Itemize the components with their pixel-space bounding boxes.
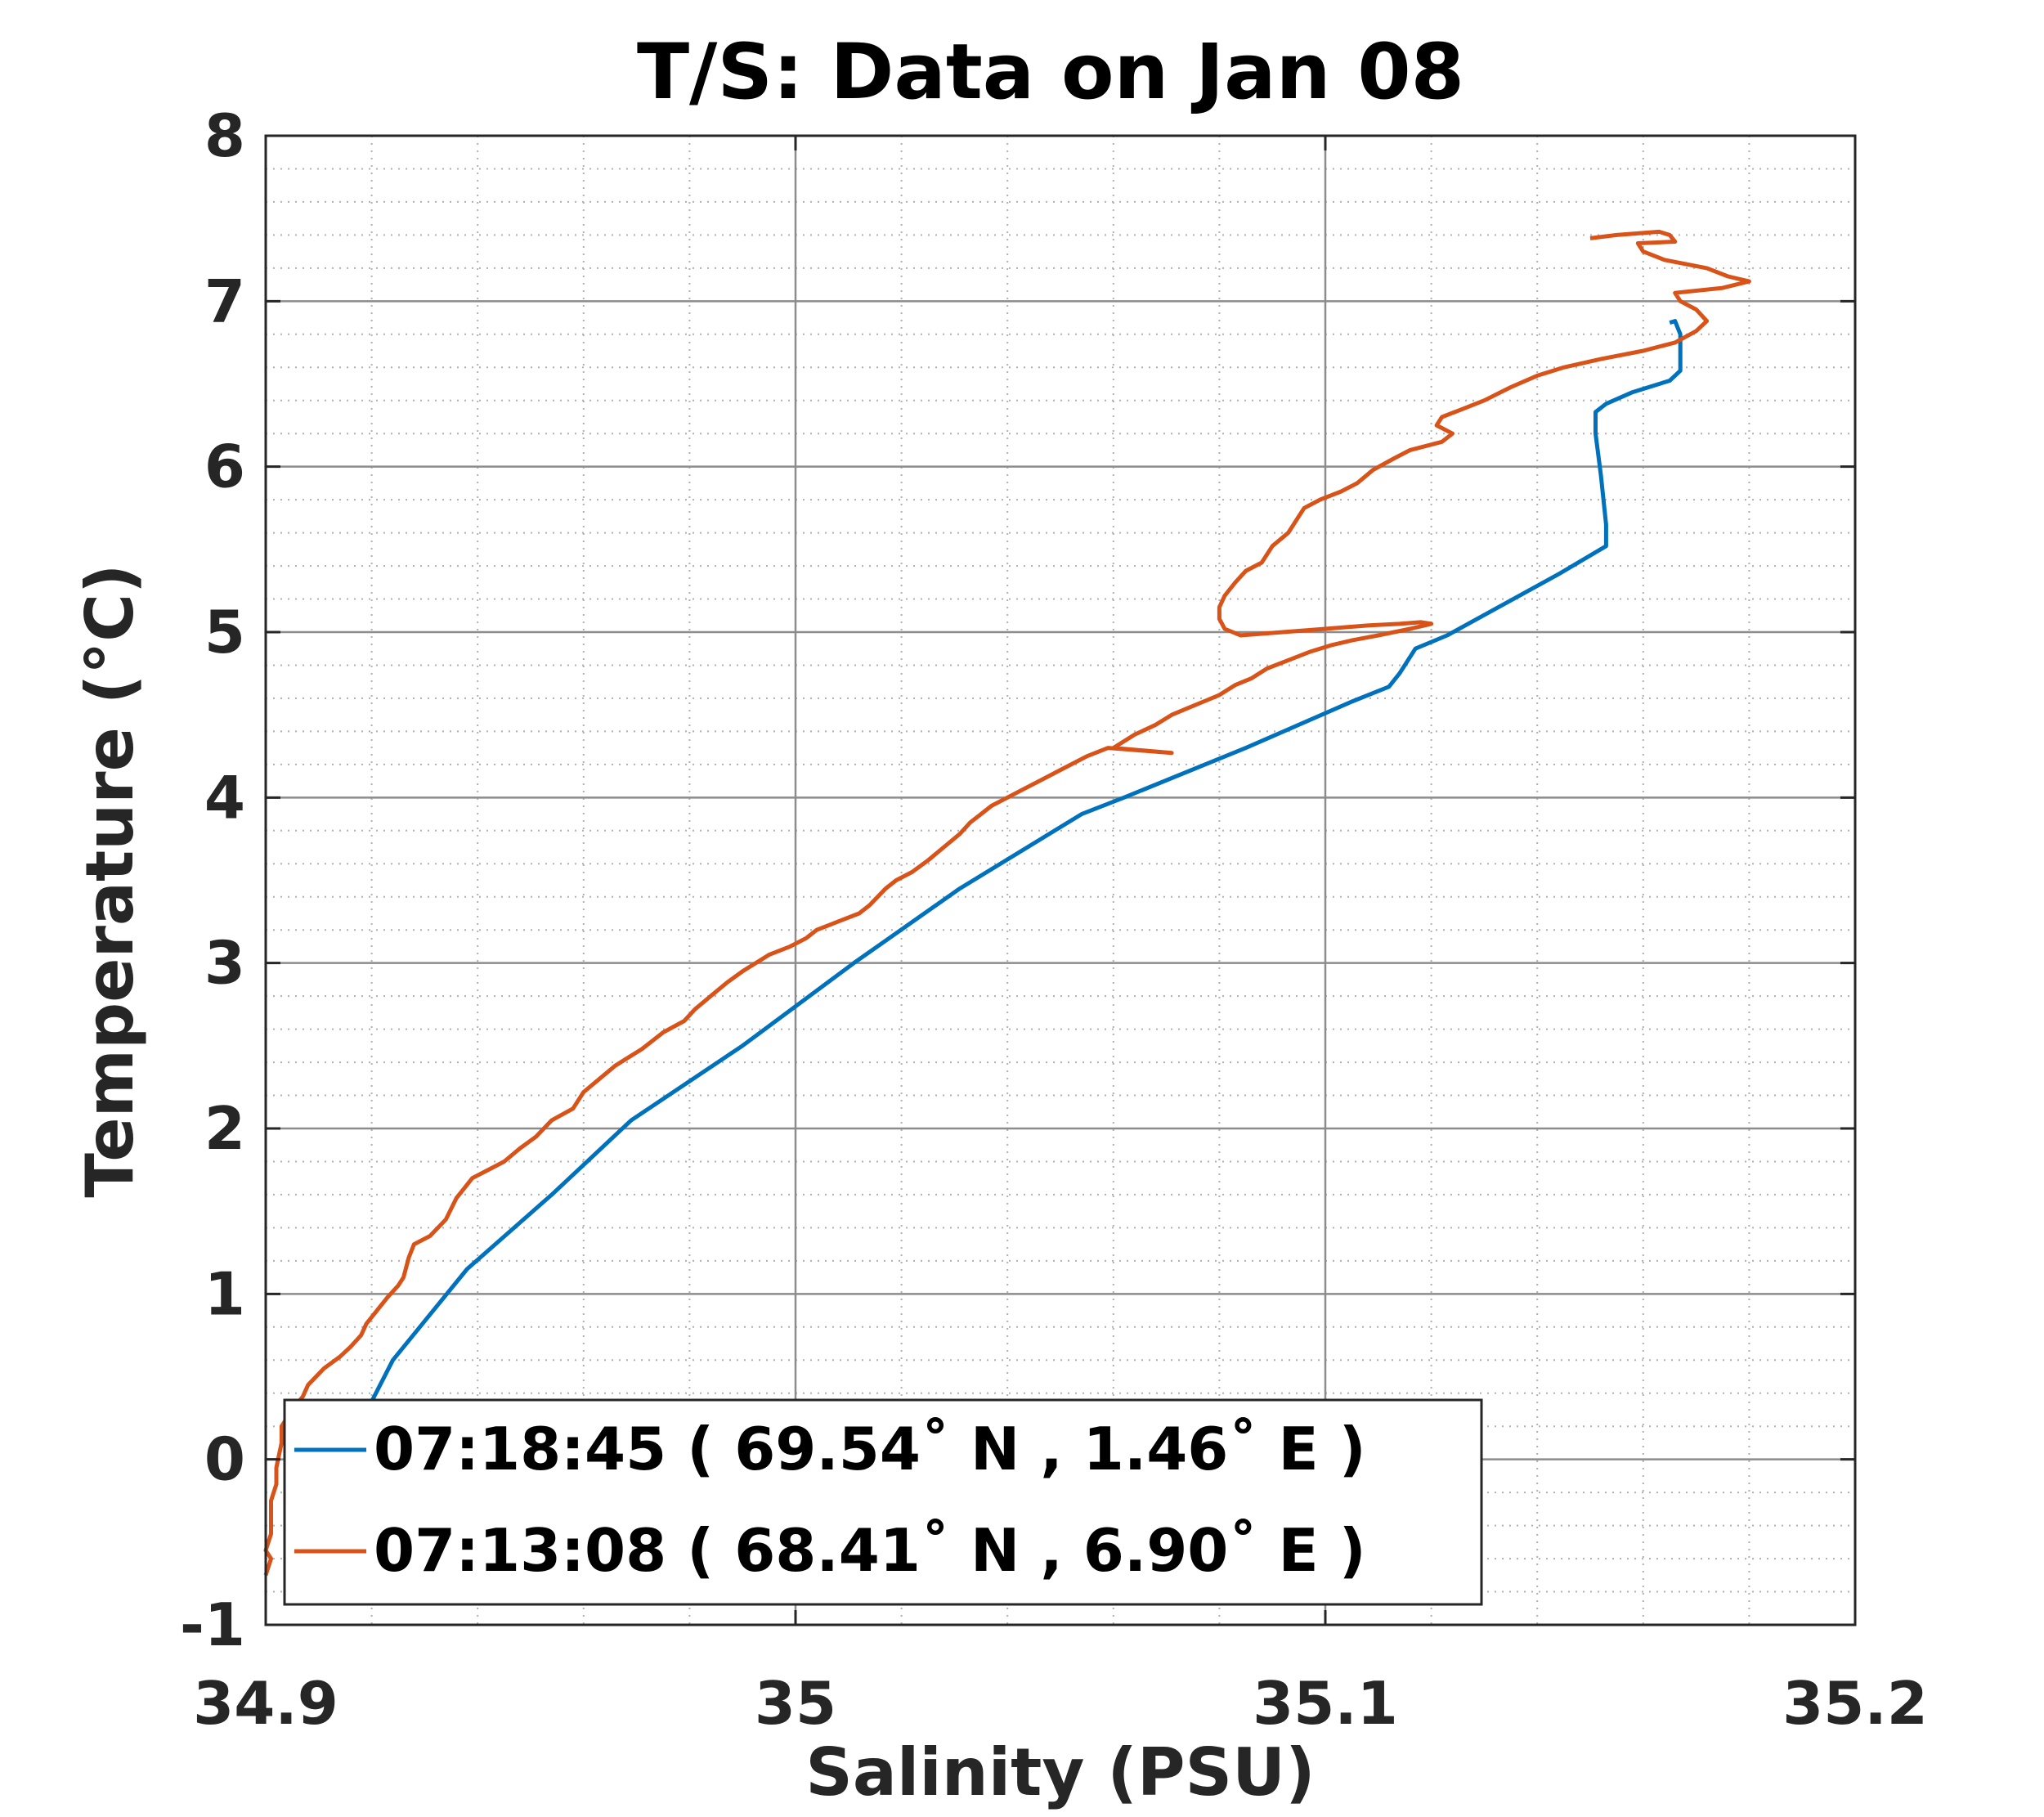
y-tick-label: 4 [204,763,245,832]
chart-title: T/S: Data on Jan 08 [637,28,1464,117]
x-tick-label: 35.2 [1782,1669,1928,1738]
y-tick-label: 5 [204,598,245,666]
series-line-2 [263,229,1751,1577]
series-line-1 [370,319,1683,1402]
y-tick-label: -1 [180,1590,245,1659]
y-tick-label: 7 [204,267,245,335]
y-tick-label: 6 [204,433,245,501]
tick-marks [264,134,1857,1626]
legend-label-series-2: 07:13:08 ( 68.41˚ N , 6.90˚ E ) [374,1516,1366,1585]
x-axis-label: Salinity (PSU) [805,1734,1315,1810]
legend: 07:18:45 ( 69.54˚ N , 1.46˚ E ) 07:13:08… [283,1398,1483,1606]
x-tick-label: 35.1 [1253,1669,1398,1738]
y-tick-label: 2 [204,1094,245,1163]
y-tick-label: 8 [204,101,245,170]
plot-area-border [264,134,1857,1626]
y-tick-labels: -1 0 1 2 3 4 5 6 7 8 [180,101,245,1659]
x-tick-labels: 34.9 35 35.1 35.2 [193,1669,1928,1738]
y-tick-label: 1 [204,1259,245,1328]
y-tick-label: 3 [204,929,245,998]
y-tick-label: 0 [204,1425,245,1494]
legend-label-series-1: 07:18:45 ( 69.54˚ N , 1.46˚ E ) [374,1415,1366,1483]
series-layer [263,229,1751,1577]
x-tick-label: 34.9 [193,1669,338,1738]
y-axis-label: Temperature (°C) [72,563,148,1197]
legend-box [283,1398,1483,1606]
x-tick-label: 35 [755,1669,836,1738]
